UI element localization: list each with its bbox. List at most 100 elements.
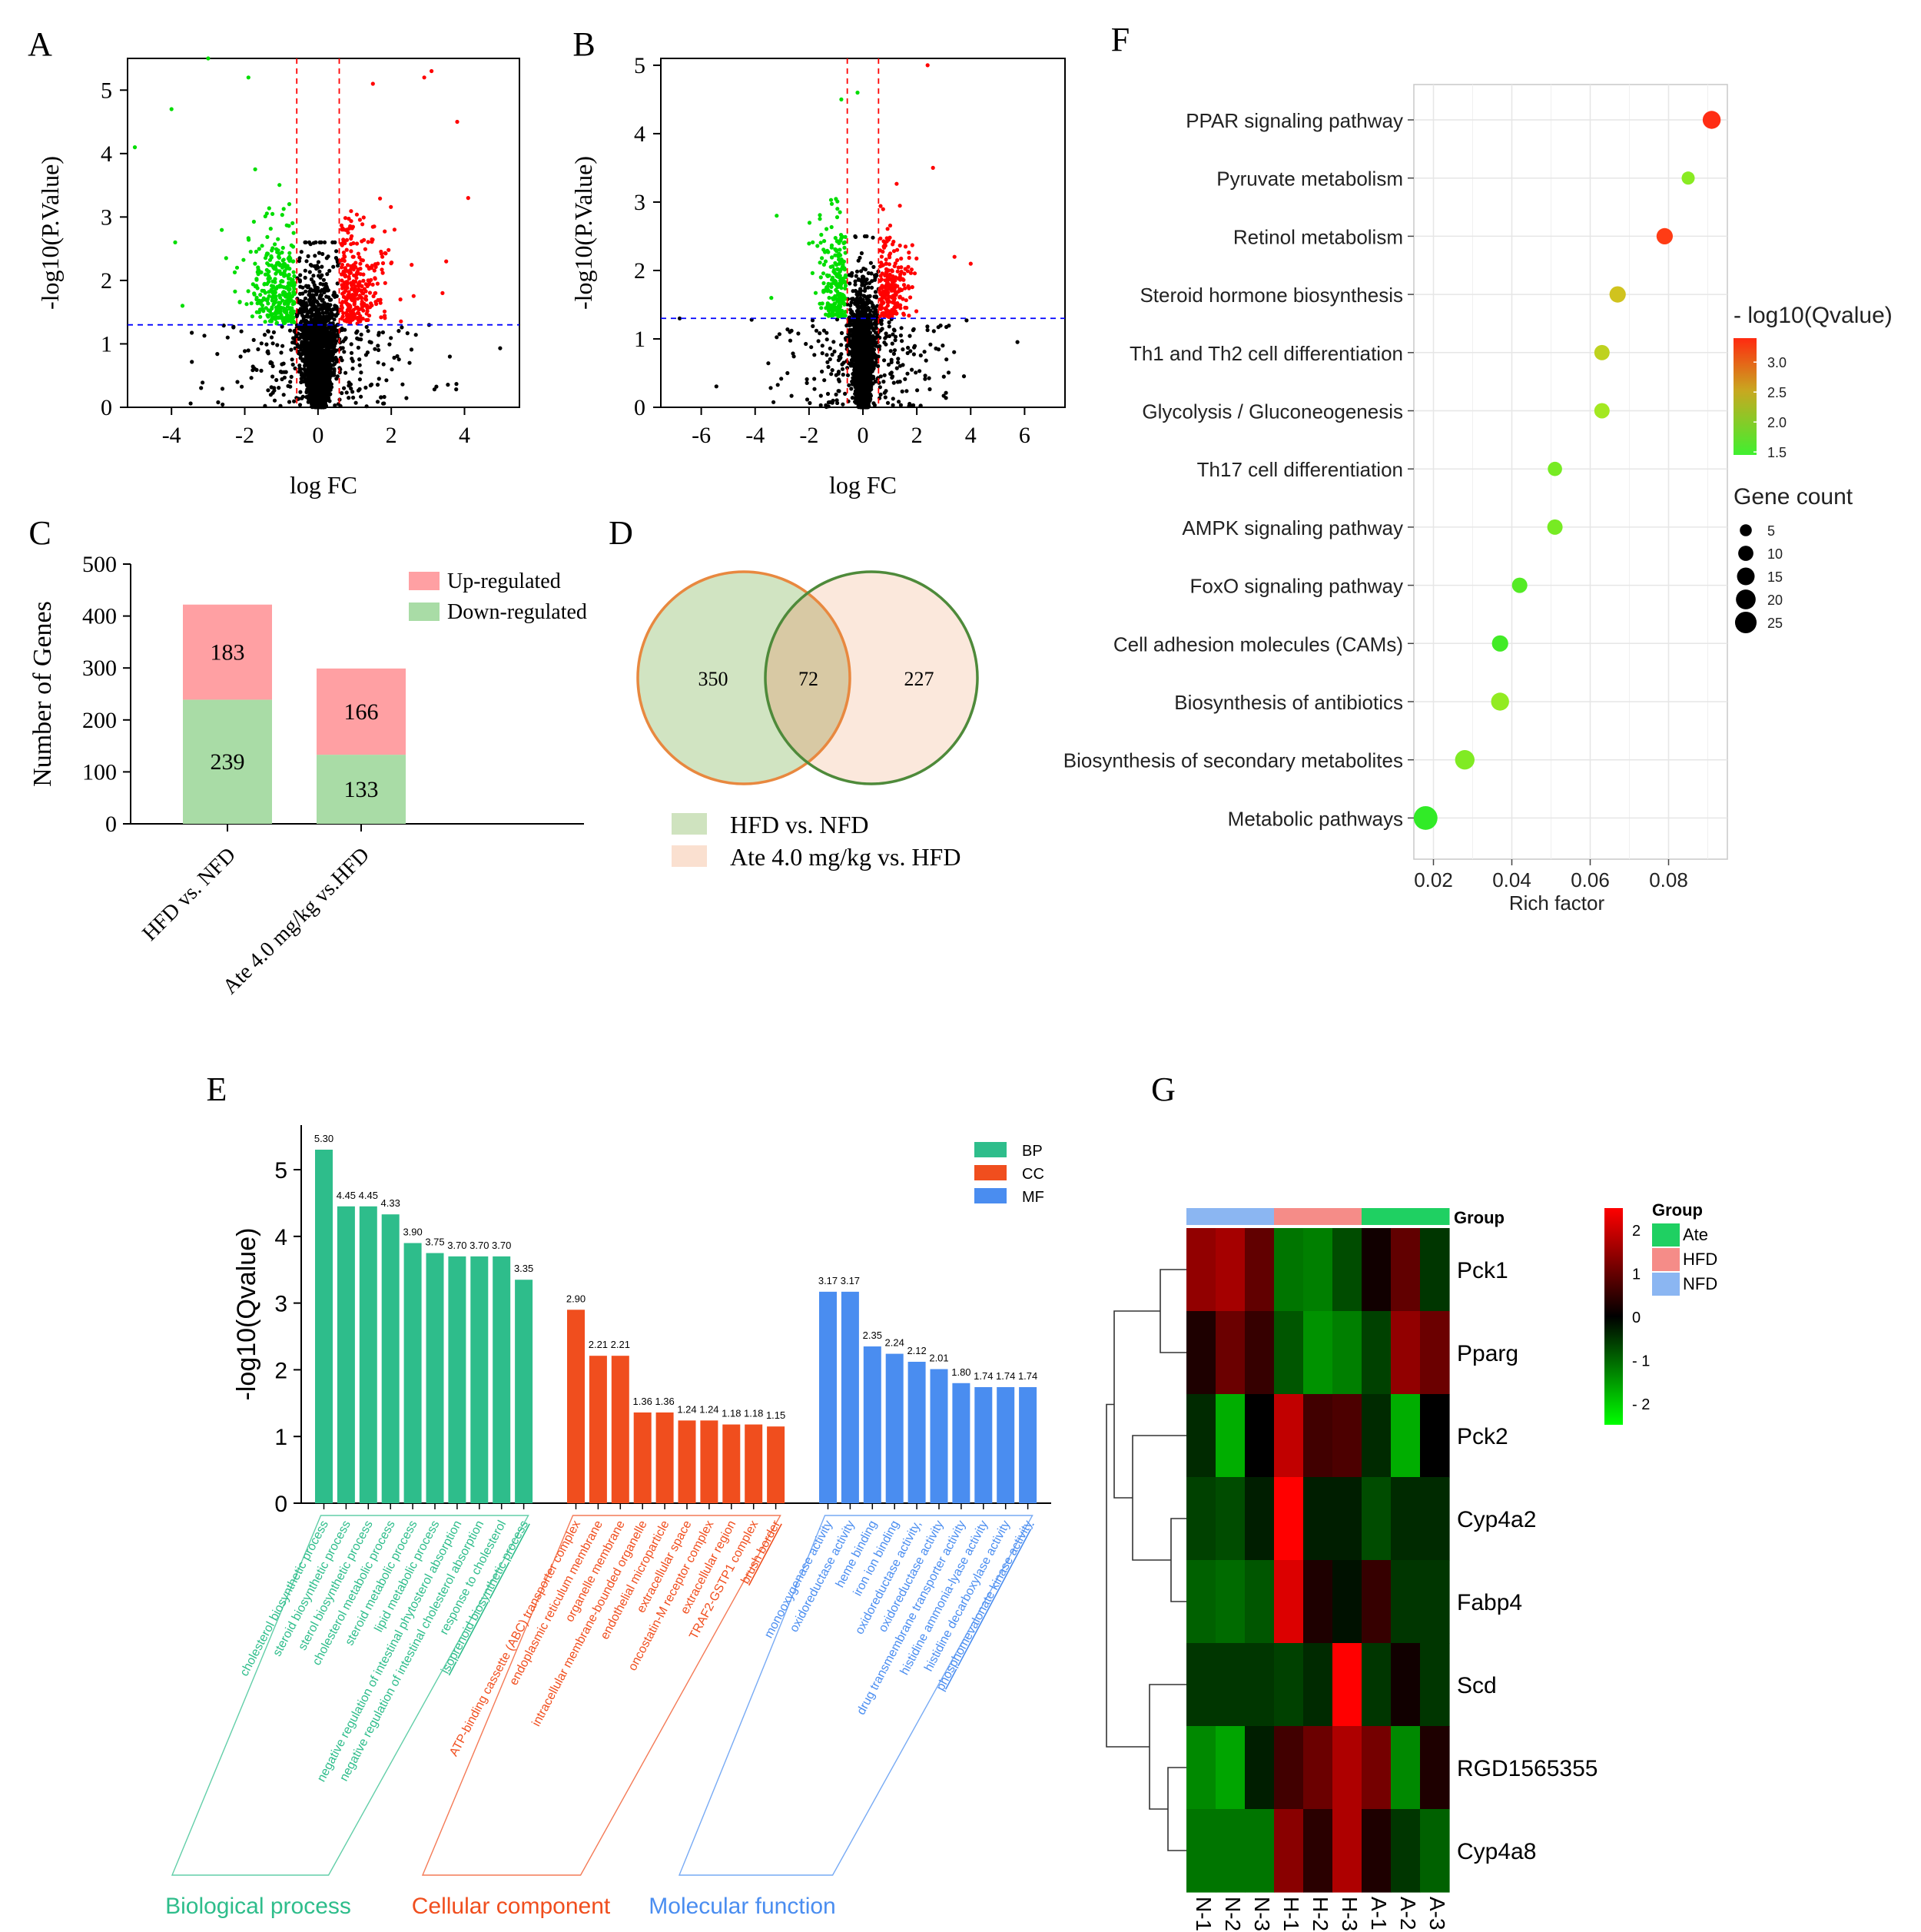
- data-point: [274, 294, 278, 299]
- data-point: [295, 342, 300, 347]
- data-point: [351, 254, 356, 259]
- data-point: [231, 325, 236, 330]
- data-point: [311, 372, 316, 377]
- data-point: [316, 400, 320, 404]
- data-point: [404, 396, 409, 400]
- data-point: [274, 377, 279, 383]
- data-point: [378, 300, 383, 305]
- data-point: [344, 297, 349, 301]
- data-point: [379, 395, 383, 400]
- y-tick-label: 1: [101, 331, 112, 357]
- data-point: [349, 342, 353, 347]
- data-point: [284, 310, 289, 314]
- x-tick-label: 6: [1019, 423, 1030, 448]
- data-point: [333, 348, 338, 353]
- data-point: [330, 313, 335, 318]
- data-point: [375, 383, 380, 387]
- data-point: [361, 215, 366, 220]
- data-point: [273, 242, 277, 247]
- data-point: [349, 266, 353, 271]
- data-point: [319, 377, 323, 381]
- data-point: [377, 347, 381, 353]
- data-point: [340, 358, 344, 363]
- data-point: [288, 277, 293, 281]
- x-tick-label: -2: [799, 423, 818, 448]
- panel-label-C: C: [28, 514, 51, 552]
- data-point: [274, 311, 278, 316]
- data-point: [350, 224, 355, 229]
- data-point: [335, 328, 340, 333]
- data-point: [390, 261, 394, 265]
- data-point: [335, 332, 340, 337]
- data-point: [381, 362, 386, 367]
- data-point: [860, 274, 865, 279]
- data-point: [292, 301, 297, 306]
- data-point: [339, 308, 344, 313]
- data-point: [257, 247, 261, 251]
- data-point: [287, 272, 291, 277]
- data-point: [367, 305, 371, 310]
- data-point: [280, 279, 285, 284]
- data-point: [351, 311, 356, 316]
- data-point: [327, 399, 332, 403]
- data-point: [396, 329, 401, 334]
- data-point: [351, 307, 356, 312]
- data-point: [273, 300, 277, 304]
- data-point: [871, 235, 875, 240]
- data-point: [277, 261, 282, 266]
- data-point: [270, 316, 274, 320]
- data-point: [291, 336, 296, 340]
- data-point: [455, 119, 460, 124]
- data-point: [370, 81, 375, 86]
- data-point: [292, 274, 297, 278]
- data-point: [314, 356, 319, 360]
- data-point: [380, 271, 385, 275]
- data-point: [221, 402, 225, 407]
- data-point: [357, 357, 362, 362]
- data-point: [357, 255, 362, 260]
- data-point: [307, 270, 312, 274]
- data-point: [270, 298, 274, 303]
- data-point: [317, 296, 322, 300]
- data-point: [359, 332, 363, 337]
- data-point: [327, 297, 332, 302]
- data-point: [387, 342, 392, 347]
- y-tick-label: 3: [634, 190, 645, 215]
- data-point: [225, 335, 230, 340]
- data-point: [287, 251, 292, 255]
- data-point: [331, 357, 336, 361]
- data-point: [287, 267, 292, 271]
- x-tick-label: -4: [162, 423, 181, 448]
- data-point: [290, 362, 295, 367]
- data-point: [318, 281, 323, 286]
- data-point: [498, 346, 503, 350]
- data-point: [367, 340, 372, 344]
- data-point: [340, 257, 345, 261]
- data-point: [313, 254, 317, 258]
- data-point: [315, 349, 320, 354]
- x-axis-label: log FC: [290, 471, 357, 499]
- data-point: [239, 329, 244, 334]
- x-tick-label: -2: [235, 423, 254, 448]
- data-point: [383, 281, 387, 285]
- data-point: [359, 394, 363, 399]
- data-point: [354, 212, 359, 217]
- data-point: [323, 310, 328, 315]
- data-point: [265, 297, 270, 301]
- data-point: [349, 350, 354, 355]
- data-point: [340, 300, 345, 304]
- panel-label-G: G: [1151, 1071, 1176, 1108]
- data-point: [299, 380, 304, 384]
- data-point: [300, 285, 305, 290]
- data-point: [276, 248, 280, 253]
- data-point: [322, 240, 327, 244]
- data-point: [333, 240, 337, 244]
- data-point: [374, 301, 379, 307]
- data-point: [290, 340, 295, 345]
- data-point: [190, 360, 194, 364]
- data-point: [304, 389, 309, 394]
- data-point: [454, 382, 459, 387]
- y-tick-label: 4: [101, 141, 112, 167]
- data-point: [266, 349, 270, 354]
- data-point: [354, 241, 360, 246]
